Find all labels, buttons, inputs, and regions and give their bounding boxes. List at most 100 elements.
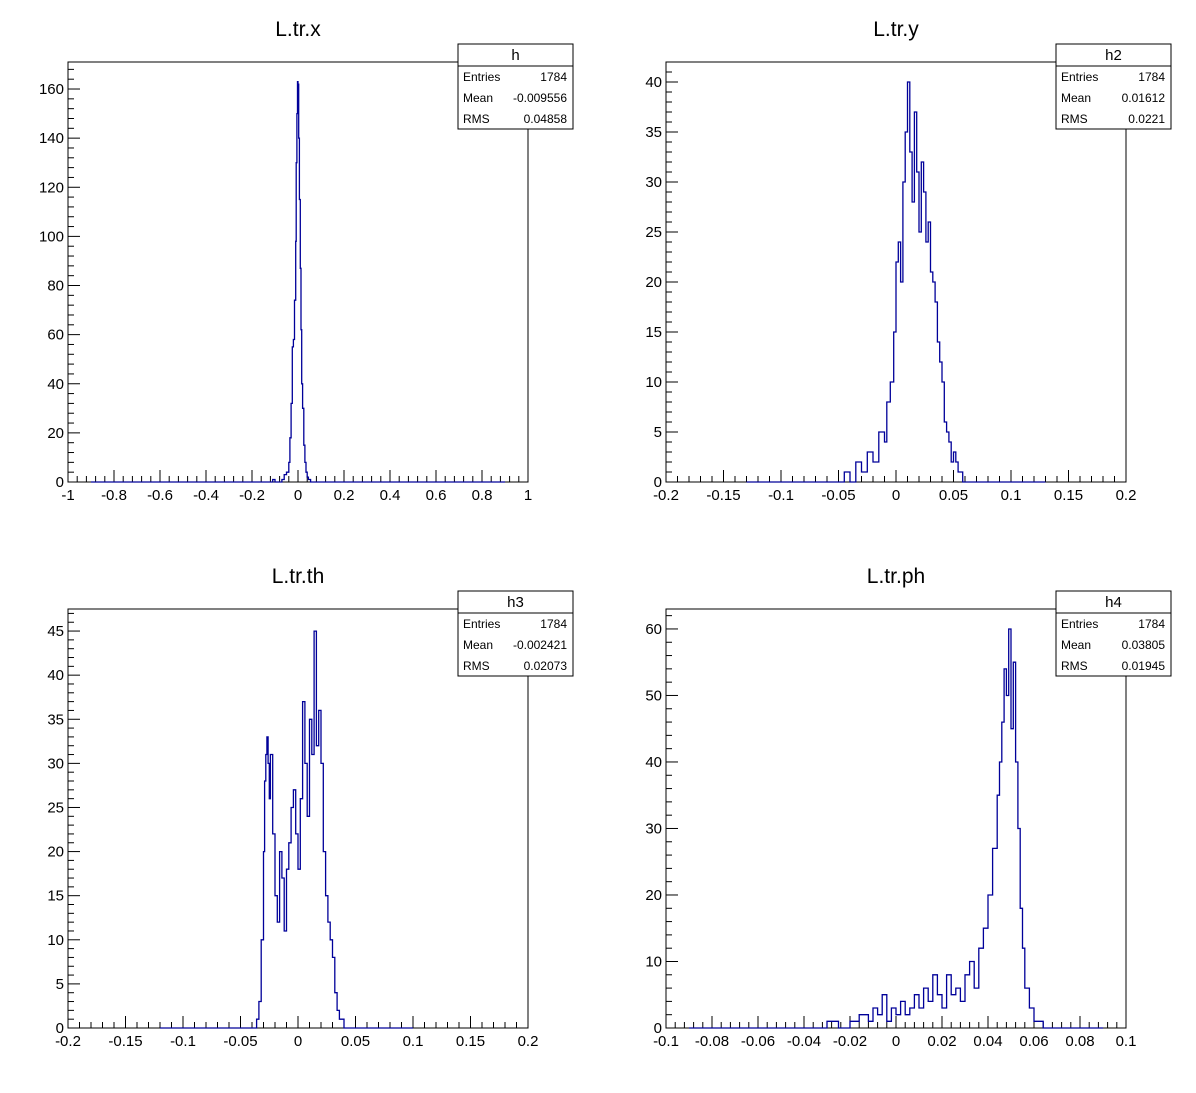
stats-box	[1055, 590, 1172, 677]
x-tick-label: 0.05	[341, 1033, 370, 1050]
y-tick-label: 40	[47, 667, 64, 684]
stats-label: Entries	[1061, 617, 1098, 631]
stats-value: 0.04858	[524, 112, 568, 126]
x-tick-label: -0.2	[653, 487, 679, 504]
y-tick-label: 15	[645, 324, 662, 341]
x-tick-label: 0.1	[1001, 487, 1022, 504]
chart-title: L.tr.x	[275, 18, 321, 41]
stats-name: h4	[1105, 594, 1122, 611]
stats-label: RMS	[1061, 112, 1088, 126]
y-tick-label: 35	[645, 124, 662, 141]
x-tick-label: -0.06	[741, 1033, 775, 1050]
stats-value: 0.0221	[1128, 112, 1165, 126]
x-tick-label: -0.6	[147, 487, 173, 504]
x-tick-label: -0.05	[821, 487, 855, 504]
x-tick-label: 0.4	[380, 487, 401, 504]
y-tick-label: 35	[47, 711, 64, 728]
x-tick-label: 0	[294, 487, 302, 504]
y-tick-label: 0	[56, 1020, 64, 1037]
y-tick-label: 140	[39, 130, 64, 147]
x-tick-label: 0.08	[1065, 1033, 1094, 1050]
stats-value: 1784	[1138, 70, 1165, 84]
x-tick-label: -0.2	[239, 487, 265, 504]
x-tick-label: -0.05	[223, 1033, 257, 1050]
x-tick-label: 0	[892, 487, 900, 504]
stats-label: Mean	[463, 638, 493, 652]
x-tick-label: 0.15	[1054, 487, 1083, 504]
histogram-series	[91, 80, 505, 483]
x-tick-label: 0.04	[973, 1033, 1002, 1050]
y-tick-label: 20	[47, 425, 64, 442]
stats-value: 1784	[540, 617, 567, 631]
stats-value: -0.002421	[513, 638, 567, 652]
x-tick-label: -0.8	[101, 487, 127, 504]
y-tick-label: 40	[645, 74, 662, 91]
stats-value: 1784	[1138, 617, 1165, 631]
x-tick-label: -0.1	[768, 487, 794, 504]
x-tick-label: 0.2	[518, 1033, 539, 1050]
x-tick-label: 0	[892, 1033, 900, 1050]
chart-title: L.tr.y	[873, 18, 919, 41]
x-tick-label: 0.02	[927, 1033, 956, 1050]
histogram-panel-1: L.tr.x -1 -0.8 -0.6 -0.4 -0.2 0 0.2 0.4 0.6 0.8 1 0 2…	[39, 18, 574, 504]
x-tick-label: 0.2	[1116, 487, 1137, 504]
histogram-panel-2: L.tr.y -0.2 -0.15 -0.1 -0.05 0 0.05 0.1 0.15 0.2 0…	[645, 18, 1172, 504]
stats-value: 0.01612	[1122, 91, 1166, 105]
y-tick-label: 50	[645, 687, 662, 704]
y-tick-label: 60	[47, 327, 64, 344]
chart-title: L.tr.ph	[867, 565, 925, 588]
x-tick-label: 1	[524, 487, 532, 504]
y-tick-label: 20	[645, 887, 662, 904]
stats-label: Mean	[463, 91, 493, 105]
y-tick-label: 10	[645, 953, 662, 970]
stats-label: RMS	[463, 659, 490, 673]
x-tick-label: -1	[61, 487, 74, 504]
y-tick-label: 20	[645, 274, 662, 291]
y-tick-label: 10	[645, 374, 662, 391]
chart-title: L.tr.th	[272, 565, 325, 588]
y-tick-label: 40	[645, 754, 662, 771]
y-tick-label: 25	[645, 224, 662, 241]
stats-label: Entries	[463, 617, 500, 631]
y-tick-label: 5	[654, 424, 662, 441]
x-tick-label: -0.15	[706, 487, 740, 504]
stats-name: h3	[507, 594, 524, 611]
x-tick-label: 0.1	[403, 1033, 424, 1050]
y-tick-label: 0	[56, 474, 64, 491]
y-tick-label: 20	[47, 844, 64, 861]
stats-value: -0.009556	[513, 91, 567, 105]
x-tick-label: -0.04	[787, 1033, 821, 1050]
x-tick-label: 0.8	[472, 487, 493, 504]
y-tick-label: 5	[56, 976, 64, 993]
histogram-panel-3: L.tr.th -0.2 -0.15 -0.1 -0.05 0 0.05 0.1 0.15 0.2…	[47, 565, 574, 1050]
x-tick-label: -0.08	[695, 1033, 729, 1050]
y-tick-label: 0	[654, 1020, 662, 1037]
x-tick-label: -0.4	[193, 487, 219, 504]
stats-label: Mean	[1061, 91, 1091, 105]
stats-label: Entries	[463, 70, 500, 84]
y-tick-label: 25	[47, 799, 64, 816]
x-tick-label: -0.02	[833, 1033, 867, 1050]
x-tick-label: 0.2	[334, 487, 355, 504]
stats-value: 0.02073	[524, 659, 568, 673]
histogram-panel-4: L.tr.ph -0.1 -0.08 -0.06 -0.04 -0.02 0 0.02 0.04…	[645, 565, 1172, 1050]
stats-name: h	[511, 47, 519, 64]
y-tick-label: 45	[47, 623, 64, 640]
x-tick-label: 0.6	[426, 487, 447, 504]
y-tick-label: 80	[47, 278, 64, 295]
y-tick-label: 40	[47, 376, 64, 393]
x-tick-label: -0.15	[108, 1033, 142, 1050]
x-tick-label: 0.06	[1019, 1033, 1048, 1050]
stats-name: h2	[1105, 47, 1122, 64]
x-tick-label: -0.1	[170, 1033, 196, 1050]
y-tick-label: 160	[39, 81, 64, 98]
y-tick-label: 100	[39, 228, 64, 245]
y-tick-label: 30	[645, 820, 662, 837]
stats-value: 0.01945	[1122, 659, 1166, 673]
histogram-series	[160, 630, 413, 1029]
x-tick-label: 0.15	[456, 1033, 485, 1050]
stats-label: Entries	[1061, 70, 1098, 84]
y-tick-label: 30	[645, 174, 662, 191]
stats-label: Mean	[1061, 638, 1091, 652]
